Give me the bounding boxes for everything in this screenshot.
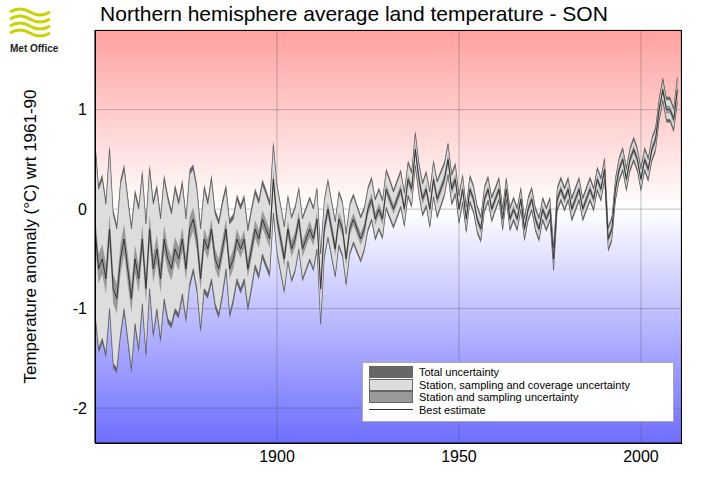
svg-text:-2: -2 xyxy=(73,400,87,417)
svg-text:1900: 1900 xyxy=(259,448,295,465)
html-text:Northern hemisphere average la: Northern hemisphere average land tempera… xyxy=(100,2,608,25)
svg-text:1950: 1950 xyxy=(441,448,477,465)
html-text:Station and sampling uncertain: Station and sampling uncertainty xyxy=(419,391,579,403)
svg-text:2000: 2000 xyxy=(623,448,659,465)
svg-text:Met Office: Met Office xyxy=(10,43,59,54)
svg-text:0: 0 xyxy=(78,201,87,218)
html-text:Best estimate: Best estimate xyxy=(419,403,486,416)
svg-text:-1: -1 xyxy=(73,300,87,317)
svg-text:1: 1 xyxy=(78,101,87,118)
svg-text:Temperature anomaly (°C) wrt 1: Temperature anomaly (°C) wrt 1961-90 xyxy=(21,89,40,383)
html-text:Station, sampling and coverage: Station, sampling and coverage uncertain… xyxy=(419,378,630,391)
html-text:Total uncertainty: Total uncertainty xyxy=(419,366,500,378)
